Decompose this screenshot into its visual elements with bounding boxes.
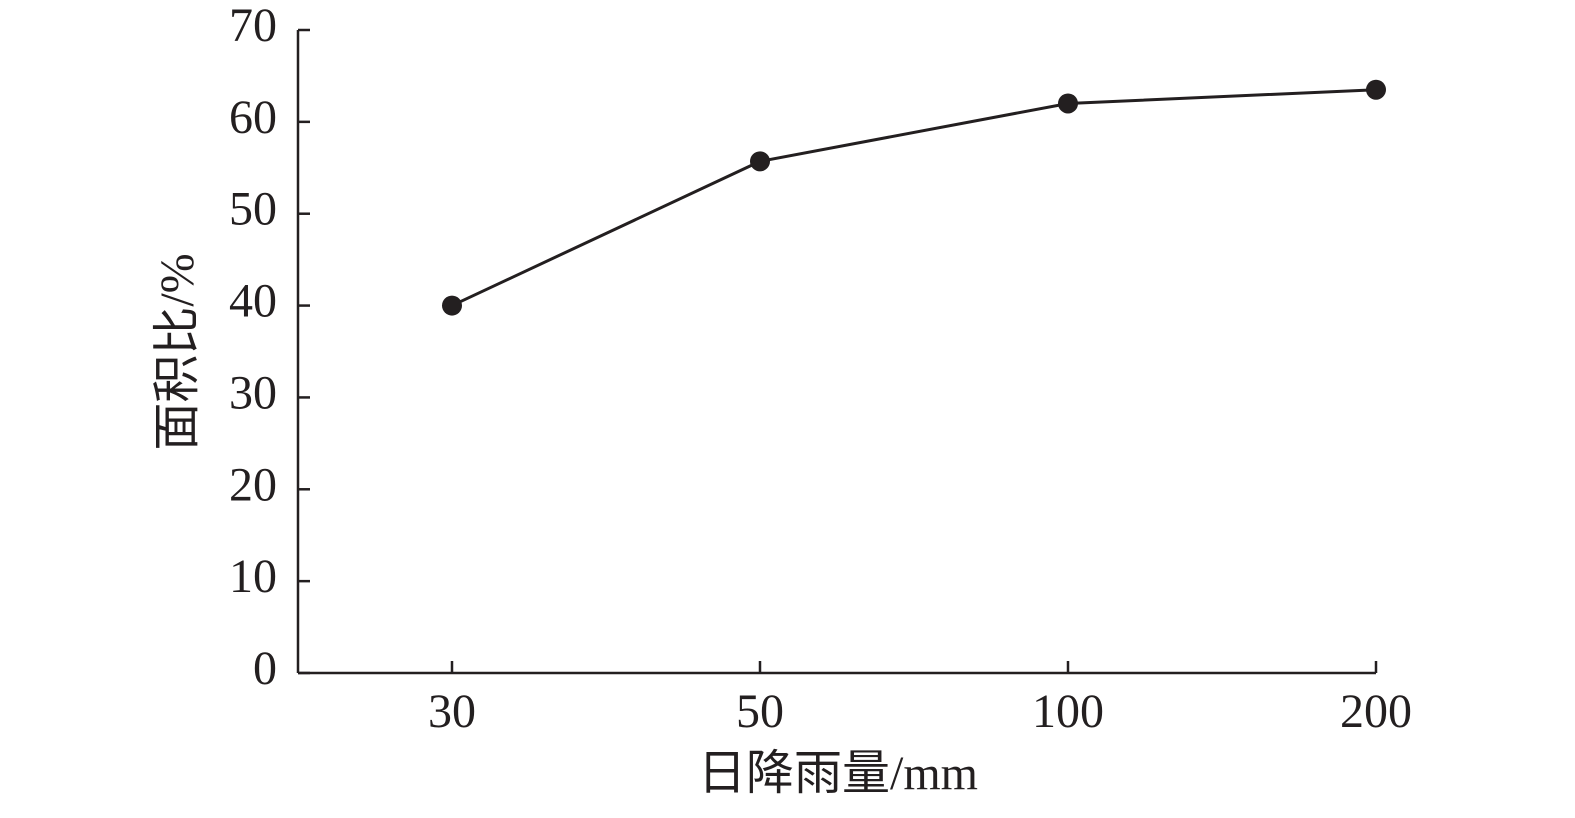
y-tick-label: 40 (229, 275, 277, 328)
point (750, 151, 770, 172)
x-axis-label: 日降雨量/mm (698, 747, 978, 800)
point (442, 295, 462, 316)
point (1366, 79, 1386, 100)
line (451, 88, 1377, 307)
y-tick-label: 20 (229, 458, 277, 511)
y-tick-label: 0 (253, 642, 277, 695)
x-tick-label: 100 (1032, 685, 1104, 738)
x-tick-label: 30 (428, 685, 476, 738)
x-tick-label: 50 (736, 685, 784, 738)
x-tick-label: 200 (1340, 685, 1412, 738)
y-tick-label: 30 (229, 366, 277, 419)
y-tick-label: 60 (229, 91, 277, 144)
point (1058, 93, 1078, 114)
y-tick-label: 50 (229, 183, 277, 236)
y-tick-label: 10 (229, 550, 277, 603)
y-tick-label: 70 (229, 0, 277, 52)
y-axis-label: 面积比/% (151, 253, 204, 450)
